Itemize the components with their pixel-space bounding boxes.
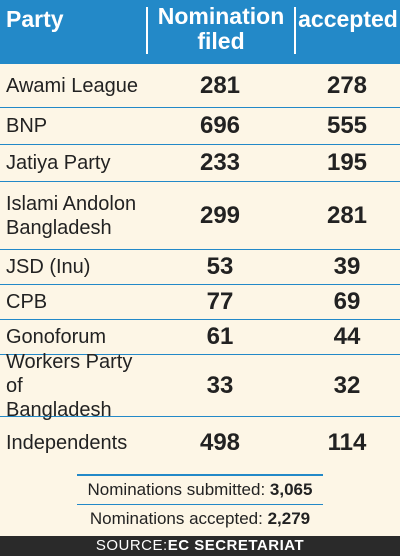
source-bar: SOURCE:EC SECRETARIAT — [0, 536, 400, 556]
table-header: Party Nomination filed accepted — [0, 0, 400, 64]
accepted-value: 44 — [333, 323, 361, 350]
header-nomination-line1: Nomination — [157, 3, 285, 29]
totals-divider — [77, 474, 323, 476]
party-name: Awami League — [0, 74, 146, 98]
table-row: Gonoforum 61 44 — [0, 320, 400, 355]
accepted-value: 281 — [326, 201, 368, 229]
party-name-line2: Bangladesh — [6, 398, 112, 421]
totals-section: Nominations submitted: 3,065 Nominations… — [0, 474, 400, 538]
source-value: EC SECRETARIAT — [167, 537, 305, 554]
accepted-value: 278 — [326, 71, 368, 99]
accepted-value: 555 — [326, 112, 368, 139]
filed-value: 498 — [199, 429, 241, 456]
table-row: BNP 696 555 — [0, 108, 400, 145]
party-name-line1: JSD (Inu) — [6, 256, 91, 278]
submitted-label: Nominations submitted: — [87, 479, 266, 499]
source-label: SOURCE: — [95, 537, 168, 554]
header-divider — [146, 7, 148, 54]
party-name: BNP — [0, 114, 146, 138]
party-name-line1: Awami League — [6, 74, 138, 97]
header-nomination-filed: Nomination filed — [148, 0, 294, 64]
filed-value: 61 — [206, 323, 234, 350]
party-name-line1: Jatiya Party — [6, 152, 111, 174]
submitted-value: 3,065 — [269, 479, 313, 499]
party-name-line1: Islami Andolon — [6, 192, 137, 215]
party-name-line1: Independents — [6, 432, 128, 454]
table-row: Islami Andolon Bangladesh 299 281 — [0, 182, 400, 250]
nominations-submitted: Nominations submitted: 3,065 — [0, 476, 400, 504]
filed-value: 696 — [199, 112, 241, 139]
party-name: Islami Andolon Bangladesh — [0, 192, 146, 240]
nominations-accepted: Nominations accepted: 2,279 — [0, 505, 400, 533]
table-row: Jatiya Party 233 195 — [0, 145, 400, 182]
header-accepted: accepted — [298, 6, 398, 32]
filed-value: 281 — [199, 71, 241, 99]
accepted-value: 195 — [326, 149, 368, 176]
filed-value: 233 — [199, 149, 241, 176]
table-row: CPB 77 69 — [0, 285, 400, 320]
accepted-value: 39 — [333, 253, 361, 280]
accepted-value: 114 — [327, 429, 367, 456]
party-name-line1: CPB — [6, 291, 48, 313]
accepted-total-value: 2,279 — [267, 509, 311, 528]
party-name: Workers Party of Bangladesh — [0, 350, 146, 422]
filed-value: 33 — [206, 371, 234, 399]
party-name: JSD (Inu) — [0, 255, 146, 279]
table-row: JSD (Inu) 53 39 — [0, 250, 400, 285]
totals-divider — [77, 503, 323, 505]
table-row: Workers Party of Bangladesh 33 32 — [0, 351, 400, 421]
header-party: Party — [6, 6, 64, 32]
table-body: Awami League 281 278 BNP 696 555 Jatiya … — [0, 64, 400, 469]
table-row: Independents 498 114 — [0, 417, 400, 469]
header-divider — [294, 7, 296, 54]
accepted-value: 69 — [333, 288, 361, 315]
header-nomination-line2: filed — [197, 28, 245, 54]
party-name: Jatiya Party — [0, 151, 146, 175]
table-row: Awami League 281 278 — [0, 64, 400, 108]
accepted-value: 32 — [333, 371, 361, 399]
party-name: Independents — [0, 431, 146, 455]
filed-value: 77 — [206, 288, 234, 315]
party-name-line2: Bangladesh — [6, 216, 112, 239]
party-name: Gonoforum — [0, 325, 146, 349]
party-name-line1: BNP — [6, 115, 48, 137]
filed-value: 53 — [206, 253, 234, 280]
party-name-line1: Workers Party of — [6, 350, 133, 397]
accepted-label: Nominations accepted: — [89, 509, 263, 528]
party-name: CPB — [0, 290, 146, 314]
party-name-line1: Gonoforum — [6, 326, 107, 348]
filed-value: 299 — [199, 201, 241, 229]
